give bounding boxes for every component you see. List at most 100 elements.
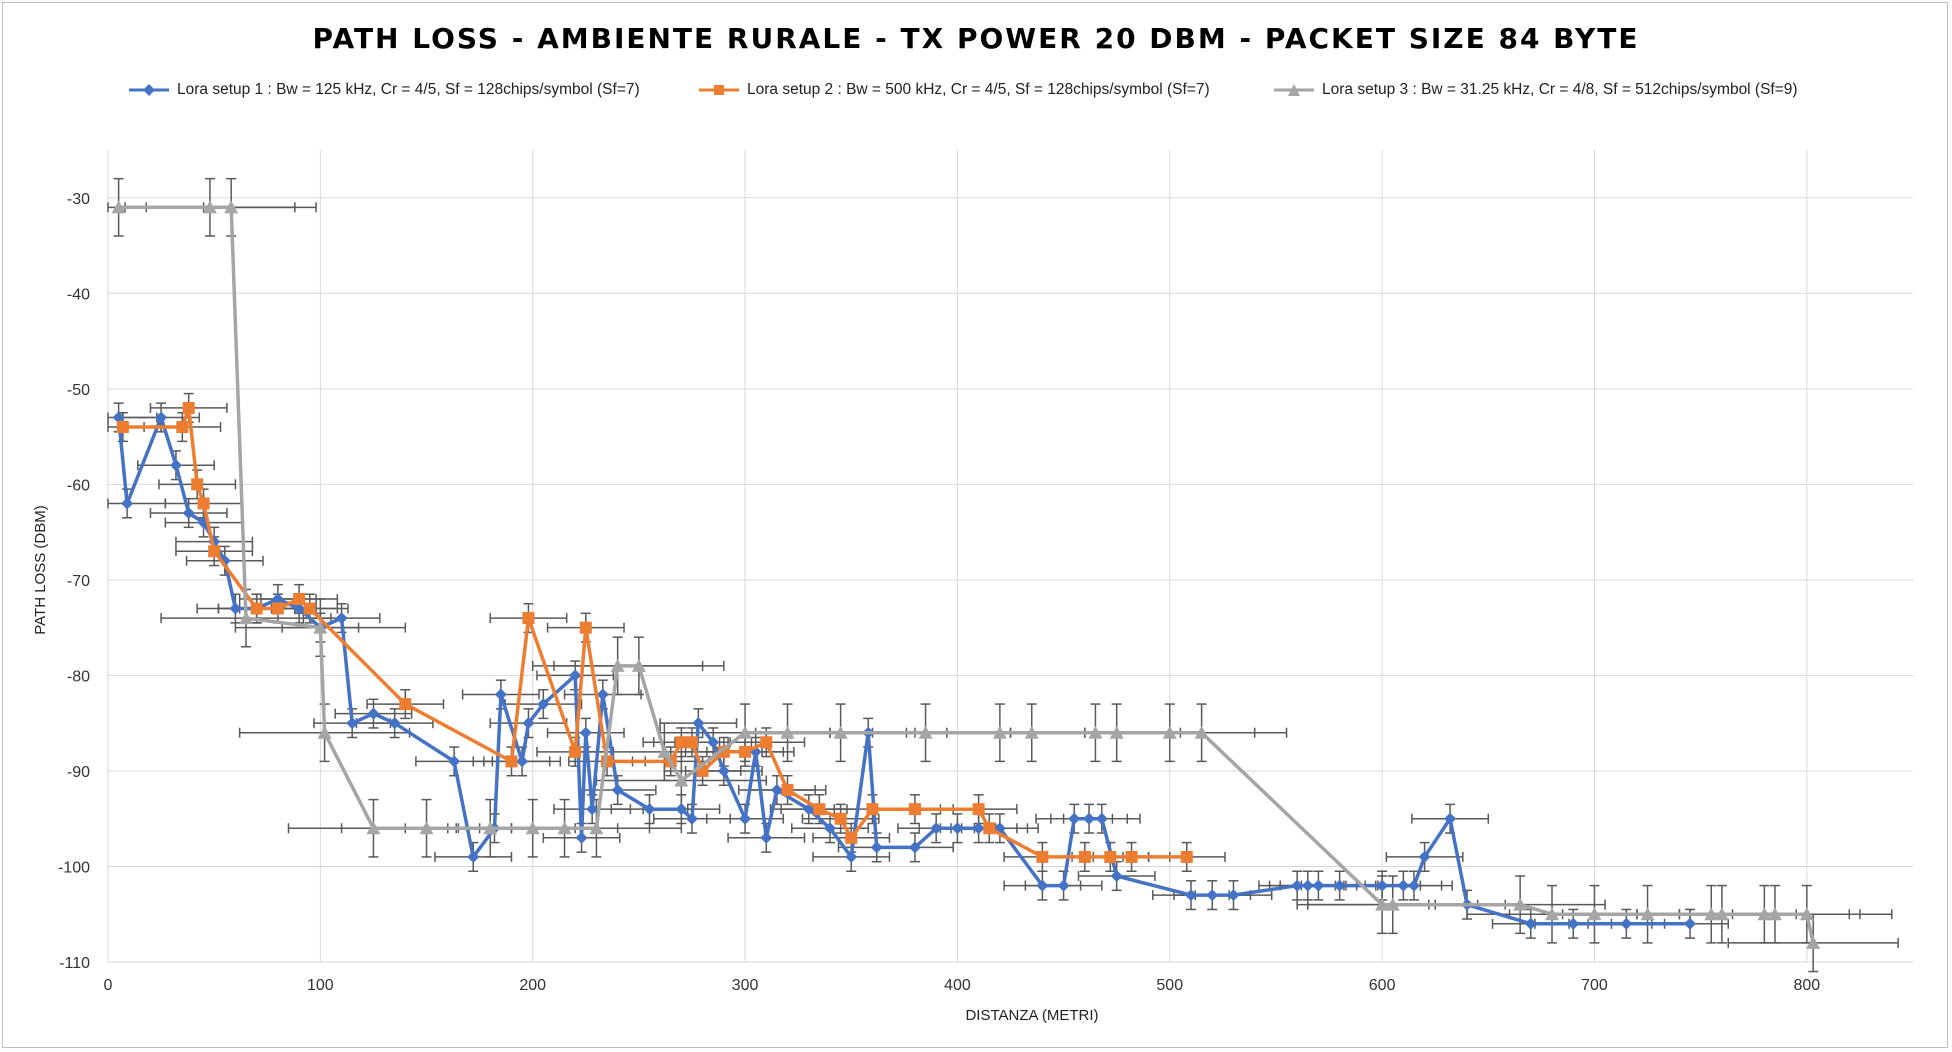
- data-point-setup-1: [522, 717, 535, 730]
- y-tick-label: -30: [67, 191, 90, 208]
- data-point-setup-1: [1095, 812, 1108, 825]
- data-point-setup-3: [239, 611, 254, 625]
- data-point-setup-2: [908, 803, 921, 816]
- legend-marker-setup-2: [699, 85, 739, 95]
- data-point-setup-3: [557, 821, 572, 835]
- data-point-setup-2: [191, 478, 204, 491]
- data-point-setup-1: [1206, 889, 1219, 902]
- data-point-setup-3: [1109, 725, 1124, 739]
- y-tick-label: -40: [67, 286, 90, 303]
- data-point-setup-1: [537, 698, 550, 711]
- y-tick-label: -80: [67, 668, 90, 685]
- data-point-setup-1: [1083, 812, 1096, 825]
- tick-labels: 0 100 200 300 400 500 600 700 800 -30 -40 -50 -60 -70…: [58, 191, 1820, 994]
- data-point-setup-1: [569, 669, 582, 682]
- data-point-setup-2: [675, 736, 688, 749]
- data-point-setup-1: [824, 822, 836, 835]
- data-point-setup-2: [399, 698, 412, 711]
- data-point-setup-1: [770, 784, 783, 797]
- data-point-setup-3: [1767, 907, 1782, 921]
- data-point-setup-2: [208, 545, 221, 558]
- legend-label-setup-1: Lora setup 1 : Bw = 125 kHz, Cr = 4/5, S…: [177, 81, 640, 98]
- legend-label-setup-3: Lora setup 3 : Bw = 31.25 kHz, Cr = 4/8,…: [1322, 81, 1798, 98]
- x-tick-label: 100: [307, 977, 334, 994]
- data-point-setup-1: [586, 803, 599, 816]
- y-tick-label: -60: [67, 477, 90, 494]
- data-point-setup-3: [1194, 725, 1209, 739]
- data-point-setup-1: [675, 803, 688, 816]
- data-point-setup-2: [522, 612, 535, 625]
- data-point-setup-3: [1545, 907, 1559, 921]
- data-point-setup-1: [908, 841, 921, 854]
- x-tick-label: 600: [1369, 977, 1396, 994]
- y-tick-label: -110: [59, 955, 90, 972]
- data-point-setup-3: [1704, 907, 1719, 921]
- data-point-setup-1: [1312, 879, 1325, 892]
- data-point-setup-1: [951, 822, 964, 835]
- data-point-setup-1: [1227, 889, 1240, 902]
- data-point-setup-1: [1291, 879, 1304, 892]
- data-point-setup-2: [197, 497, 210, 510]
- data-point-setup-1: [845, 850, 858, 863]
- data-point-setup-1: [1418, 850, 1431, 863]
- data-point-setup-1: [494, 688, 507, 701]
- data-point-setup-1: [972, 822, 985, 835]
- x-axis-title: DISTANZA (METRI): [965, 1007, 1098, 1024]
- data-point-setup-1: [1333, 879, 1346, 892]
- data-point-setup-1: [1376, 879, 1389, 892]
- data-point-setup-2: [972, 803, 985, 816]
- data-point-setup-2: [1078, 850, 1091, 863]
- data-point-setup-2: [505, 755, 518, 768]
- data-point-setup-2: [1125, 850, 1138, 863]
- data-point-setup-2: [845, 831, 858, 844]
- data-point-setup-1: [1620, 917, 1633, 930]
- data-point-setup-1: [611, 784, 624, 797]
- data-point-setup-1: [516, 755, 529, 768]
- data-point-setup-3: [1513, 897, 1528, 911]
- data-point-setup-1: [155, 411, 168, 424]
- data-point-setup-1: [760, 831, 773, 844]
- chart-title: PATH LOSS - AMBIENTE RURALE - TX POWER 2…: [312, 22, 1640, 55]
- data-point-setup-2: [983, 822, 996, 835]
- data-point-setup-1: [1057, 879, 1070, 892]
- x-tick-label: 400: [944, 977, 971, 994]
- data-point-setup-3: [202, 200, 217, 214]
- data-point-setup-1: [1684, 917, 1697, 930]
- y-tick-label: -50: [67, 382, 90, 399]
- data-point-setup-1: [685, 812, 698, 825]
- data-point-setup-3: [366, 821, 381, 835]
- data-point-setup-3: [657, 744, 672, 758]
- x-tick-label: 500: [1156, 977, 1183, 994]
- data-point-setup-3: [780, 725, 795, 739]
- data-point-setup-1: [1301, 879, 1314, 892]
- data-point-setup-3: [224, 200, 239, 214]
- y-axis-title: PATH LOSS (DBM): [32, 505, 49, 634]
- data-point-setup-3: [1162, 725, 1177, 739]
- x-tick-label: 200: [519, 977, 546, 994]
- data-point-setup-3: [1757, 907, 1772, 921]
- data-point-setup-1: [1110, 870, 1123, 883]
- data-point-setup-3: [631, 658, 646, 672]
- data-point-setup-3: [918, 725, 933, 739]
- data-point-setup-1: [1524, 917, 1537, 930]
- series-line-setup-1: [116, 415, 1690, 926]
- data-point-setup-2: [1036, 850, 1049, 863]
- data-point-setup-2: [685, 736, 698, 749]
- data-point-setup-2: [569, 745, 582, 758]
- data-point-setup-2: [834, 812, 847, 825]
- data-point-setup-3: [1088, 725, 1103, 739]
- x-tick-label: 300: [732, 977, 759, 994]
- data-point-setup-3: [313, 620, 328, 634]
- data-point-setup-1: [346, 717, 359, 730]
- data-point-setup-1: [643, 803, 656, 816]
- data-point-setup-1: [182, 507, 195, 520]
- data-point-setup-2: [813, 803, 826, 816]
- data-point-setup-1: [1185, 889, 1197, 902]
- data-point-setup-1: [271, 592, 284, 605]
- error-bars: [107, 177, 1899, 973]
- data-point-setup-1: [1036, 879, 1049, 892]
- data-point-setup-1: [717, 764, 730, 777]
- data-point-setup-1: [1397, 879, 1410, 892]
